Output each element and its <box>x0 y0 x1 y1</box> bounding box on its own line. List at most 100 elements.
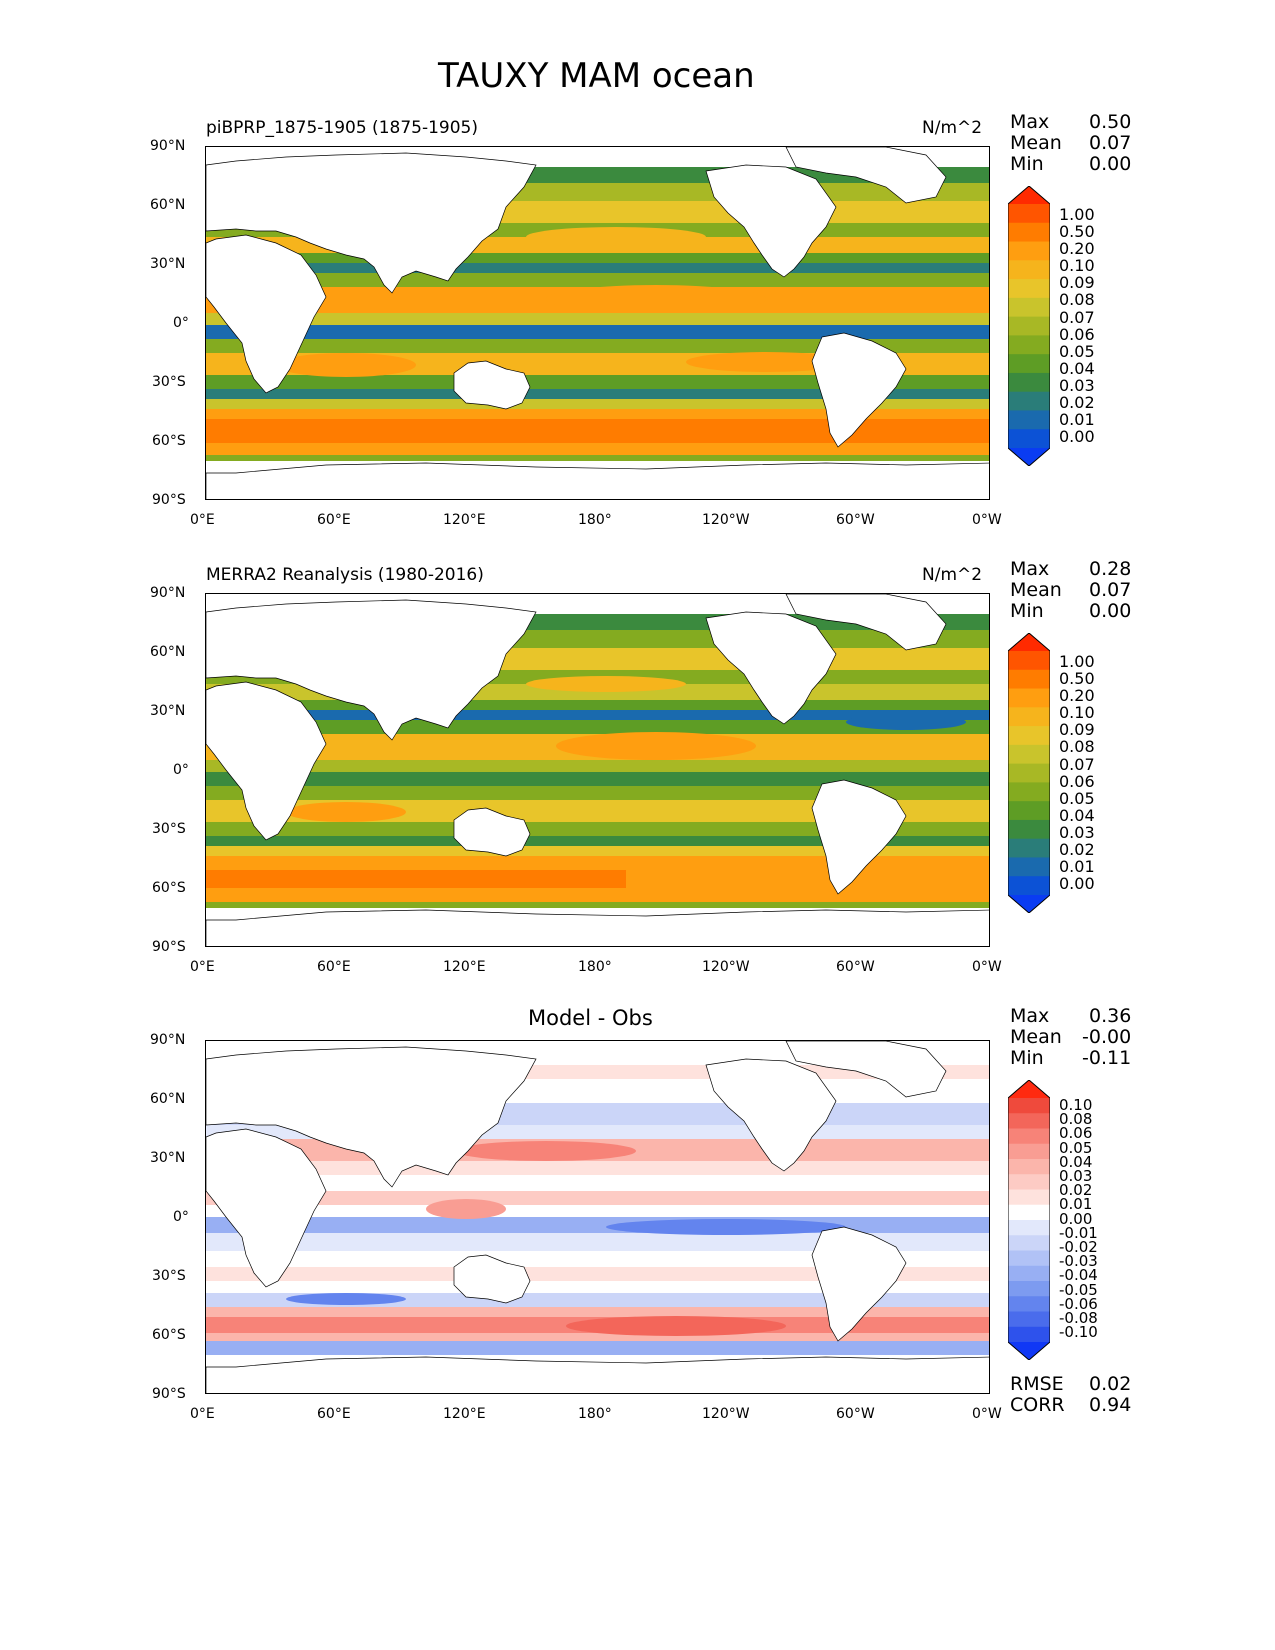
colorbar-tick-label: 0.06 <box>1059 1124 1093 1143</box>
panel-3-stat-max-label: Max <box>1010 1005 1050 1027</box>
panel-1-ytick-30s: 30°S <box>152 374 186 390</box>
colorbar-segment <box>1008 669 1050 690</box>
panel-1-xtick-60w: 60°W <box>836 512 875 528</box>
colorbar-tick-label: 0.10 <box>1059 256 1095 276</box>
panel-3-map <box>205 1040 990 1394</box>
colorbar-tick-label: 0.50 <box>1059 669 1095 689</box>
panel-3-stat-min-value: -0.11 <box>1082 1047 1132 1069</box>
colorbar-tick-label: 0.05 <box>1059 788 1095 808</box>
colorbar-tick-label: 1.00 <box>1059 205 1095 224</box>
colorbar-tick-label: -0.03 <box>1059 1252 1098 1271</box>
colorbar-tick-label: 0.08 <box>1059 1110 1093 1129</box>
colorbar-segment <box>1008 1189 1050 1206</box>
colorbar-segment <box>1008 819 1050 840</box>
colorbar-segment <box>1008 763 1050 783</box>
panel-3-ytick-30n: 30°N <box>150 1150 186 1166</box>
colorbar-tick-label: 0.04 <box>1059 1152 1093 1171</box>
panel-2-xtick-0w: 0°W <box>972 959 1002 975</box>
panel-1-ytick-60s: 60°S <box>152 433 186 449</box>
colorbar-tick-label: 0.02 <box>1059 840 1095 860</box>
colorbar-tick-label: 1.00 <box>1059 652 1095 671</box>
colorbar-extend-bottom <box>1008 895 1050 913</box>
figure-title: TAUXY MAM ocean <box>438 56 755 96</box>
panel-3-ytick-60s: 60°S <box>152 1327 186 1343</box>
colorbar-segment <box>1008 801 1050 821</box>
colorbar-tick-label: 0.08 <box>1059 290 1095 310</box>
panel-3-ytick-60n: 60°N <box>150 1091 186 1107</box>
panel-3-xtick-60e: 60°E <box>317 1406 351 1422</box>
panel-3-rmse-value: 0.02 <box>1089 1373 1132 1395</box>
colorbar-segment <box>1008 1143 1050 1160</box>
panel-2-stat-min-label: Min <box>1010 600 1044 622</box>
colorbar-tick-label: 0.50 <box>1059 222 1095 242</box>
panel-3-colorbar-labels: 0.10 0.08 0.06 0.05 0.04 0.03 0.02 0.01 0.00 -0.0… <box>1059 1096 1098 1339</box>
colorbar-segment <box>1008 651 1050 671</box>
panel-1-stat-mean-label: Mean <box>1010 132 1062 154</box>
colorbar-tick-label: 0.10 <box>1059 1096 1093 1114</box>
colorbar-segment <box>1008 391 1050 411</box>
panel-2-stat-max-label: Max <box>1010 558 1050 580</box>
panel-3-ytick-0: 0° <box>173 1209 189 1225</box>
colorbar-segment <box>1008 1174 1050 1190</box>
colorbar-tick-label: 0.20 <box>1059 239 1095 259</box>
panel-2-stat-mean-value: 0.07 <box>1089 579 1132 601</box>
colorbar-segment <box>1008 354 1050 374</box>
colorbar-tick-label: -0.02 <box>1059 1238 1098 1257</box>
panel-2-xtick-60e: 60°E <box>317 959 351 975</box>
colorbar-segment <box>1008 838 1050 858</box>
panel-3-xtick-60w: 60°W <box>836 1406 875 1422</box>
panel-1-units: N/m^2 <box>922 118 983 138</box>
colorbar-tick-label: 0.01 <box>1059 857 1095 877</box>
panel-2-ytick-60s: 60°S <box>152 880 186 896</box>
colorbar-segment <box>1008 1250 1050 1267</box>
panel-1-stat-max-label: Max <box>1010 111 1050 133</box>
colorbar-segment <box>1008 876 1050 896</box>
colorbar-segment <box>1008 204 1050 224</box>
colorbar-segment <box>1008 744 1050 765</box>
colorbar-segment <box>1008 335 1050 355</box>
panel-1-ytick-30n: 30°N <box>150 256 186 272</box>
colorbar-tick-label: 0.00 <box>1059 874 1095 894</box>
colorbar-tick-label: 0.03 <box>1059 1167 1093 1186</box>
colorbar-tick-label: 0.03 <box>1059 822 1095 842</box>
panel-3-ytick-90s: 90°S <box>152 1386 186 1402</box>
panel-2-ytick-30s: 30°S <box>152 821 186 837</box>
panel-1-stat-min-value: 0.00 <box>1089 153 1132 175</box>
panel-3-stat-max-value: 0.36 <box>1089 1005 1132 1027</box>
panel-2-stat-mean-label: Mean <box>1010 579 1062 601</box>
colorbar-tick-label: 0.01 <box>1059 1195 1093 1214</box>
colorbar-tick-label: 0.20 <box>1059 686 1095 706</box>
panel-1-ytick-60n: 60°N <box>150 197 186 213</box>
panel-2-xtick-120w: 120°W <box>702 959 750 975</box>
panel-2-xtick-0e: 0°E <box>190 959 215 975</box>
panel-1-xtick-0e: 0°E <box>190 512 215 528</box>
colorbar-segment <box>1008 241 1050 261</box>
panel-1-ytick-90s: 90°S <box>152 492 186 508</box>
colorbar-segment <box>1008 316 1050 336</box>
colorbar-extend-top <box>1008 1080 1050 1098</box>
panel-2-ytick-0: 0° <box>173 762 189 778</box>
colorbar-tick-label: 0.05 <box>1059 1138 1093 1157</box>
panel-1-xtick-120e: 120°E <box>443 512 486 528</box>
colorbar-segment <box>1008 726 1050 746</box>
panel-3-center-title: Model - Obs <box>528 1006 653 1030</box>
colorbar-segment <box>1008 1326 1050 1343</box>
panel-2-ytick-60n: 60°N <box>150 644 186 660</box>
colorbar-tick-label: 0.01 <box>1059 410 1095 430</box>
colorbar-segment <box>1008 707 1050 727</box>
colorbar-segment <box>1008 688 1050 708</box>
colorbar-segment <box>1008 1311 1050 1328</box>
colorbar-segment <box>1008 410 1050 430</box>
panel-3-xtick-120e: 120°E <box>443 1406 486 1422</box>
panel-2-xtick-60w: 60°W <box>836 959 875 975</box>
colorbar-tick-label: 0.07 <box>1059 754 1095 774</box>
panel-1-ytick-90n: 90°N <box>150 138 186 154</box>
panel-1-field <box>206 147 989 499</box>
colorbar-tick-label: 0.06 <box>1059 324 1095 344</box>
colorbar-tick-label: 0.09 <box>1059 720 1095 740</box>
colorbar-segment <box>1008 782 1050 802</box>
colorbar-segment <box>1008 1265 1050 1282</box>
panel-2-map <box>205 593 990 947</box>
panel-2-xtick-120e: 120°E <box>443 959 486 975</box>
colorbar-segment <box>1008 429 1050 449</box>
